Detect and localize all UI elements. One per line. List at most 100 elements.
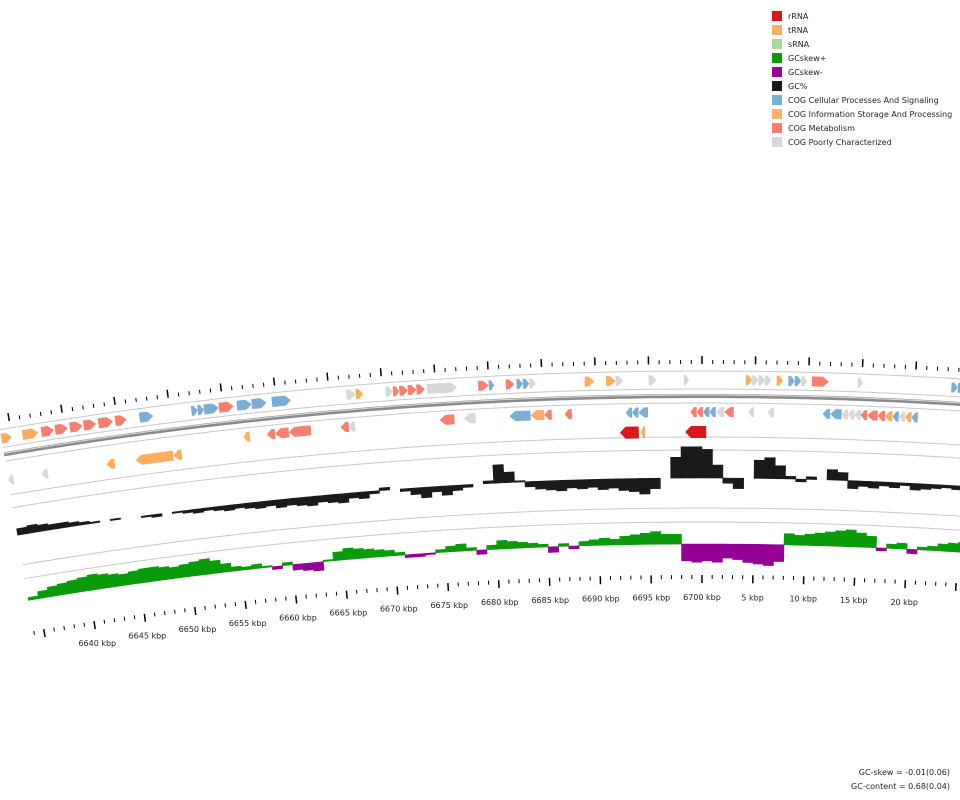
- track-guide-line: [10, 436, 960, 496]
- cds-forward-arrow: [54, 423, 68, 435]
- gc-skew-bar: [168, 566, 182, 580]
- legend-label: tRNA: [788, 25, 809, 35]
- cds-forward-arrow: [477, 380, 489, 391]
- gc-content-bar: [347, 492, 360, 499]
- gc-skew-bar: [742, 543, 754, 563]
- cds-reverse-arrow: [266, 428, 276, 440]
- legend-swatch: [772, 39, 782, 49]
- track-guide-lines: [0, 370, 960, 580]
- outer-tick: [92, 403, 95, 408]
- cds-forward-arrow: [203, 403, 219, 415]
- outer-tick: [113, 396, 116, 405]
- gc-skew-bar: [927, 545, 939, 552]
- cds-forward-arrow: [584, 376, 595, 387]
- backbone-line: [3, 394, 960, 457]
- axis-tick: [103, 619, 106, 624]
- gc-content-bar: [930, 484, 942, 490]
- legend-item-cog-poorly-characterized: COG Poorly Characterized: [772, 135, 952, 149]
- gc-skew-bar: [445, 545, 457, 553]
- axis-tick: [43, 629, 46, 638]
- gc-content-bar: [732, 477, 744, 489]
- gc-content-bar: [951, 485, 960, 491]
- cds-reverse-arrow: [544, 409, 552, 420]
- gc-skew-bar: [241, 565, 253, 571]
- gc-content-bar: [482, 480, 495, 485]
- gc-skew-bar: [292, 563, 304, 571]
- gc-skew-bar: [414, 553, 426, 558]
- cds-forward-arrow: [40, 426, 55, 437]
- gc-content-bar: [192, 507, 205, 514]
- legend-swatch: [772, 53, 782, 63]
- gc-content-bar: [909, 482, 921, 491]
- cds-reverse-arrow: [243, 431, 251, 442]
- cds-reverse-arrow: [275, 427, 290, 439]
- cds-reverse-arrow: [288, 425, 312, 437]
- gc-content-bar: [920, 483, 932, 490]
- gc-content-bar: [358, 491, 370, 500]
- cds-forward-arrow: [190, 405, 198, 416]
- axis-tick: [143, 613, 147, 622]
- gc-skew-bar: [188, 560, 202, 577]
- cds-reverse-arrow: [724, 407, 734, 418]
- gc-content-bar: [691, 446, 703, 479]
- cds-forward-arrow: [236, 399, 252, 411]
- gc-content-bar: [649, 477, 661, 490]
- outer-tick: [124, 399, 127, 404]
- track-guide-line: [0, 370, 960, 431]
- gc-content-bar: [451, 484, 464, 492]
- axis-tick: [33, 630, 35, 635]
- gc-skew-bar: [793, 534, 806, 546]
- gc-skew-bar: [568, 545, 580, 550]
- gc-skew-bar: [660, 534, 672, 545]
- outer-tick: [71, 406, 74, 412]
- gc-content-bar: [285, 497, 298, 506]
- gc-skew-bar: [220, 562, 232, 573]
- axis-tick-label: 5 kbp: [741, 593, 763, 602]
- axis-tick: [954, 582, 957, 592]
- gc-content-bar: [878, 481, 890, 487]
- cds-reverse-arrow: [41, 468, 49, 479]
- gc-skew-bar: [455, 543, 467, 552]
- gc-content-bar: [378, 486, 391, 491]
- gc-skew-bar: [363, 548, 375, 559]
- cds-forward-arrow: [399, 385, 408, 396]
- gc-content-bar: [576, 479, 588, 490]
- gc-skew-bar: [640, 532, 652, 545]
- gc-skew-bar: [198, 558, 212, 576]
- gc-skew-bar: [783, 533, 795, 546]
- cds-forward-arrow: [197, 404, 205, 416]
- position-axis: 6640 kbp 6645 kbp 6650 kbp 6655 kbp 6660 kbp…: [33, 575, 957, 648]
- gc-skew-bar: [947, 542, 959, 553]
- gc-content-bar: [514, 480, 526, 483]
- cds-forward-arrow: [752, 375, 759, 386]
- gc-skew-bar: [599, 537, 611, 546]
- cds-forward-arrow: [615, 375, 624, 386]
- gc-content-bar: [213, 505, 225, 512]
- cds-reverse-arrow: [822, 408, 831, 419]
- legend-swatch: [772, 137, 782, 147]
- gc-content-bar: [857, 480, 869, 487]
- gc-skew-bar: [251, 563, 263, 570]
- gc-skew-bar: [209, 559, 222, 575]
- gc-content-bar: [431, 485, 443, 493]
- axis-tick-label: 6670 kbp: [380, 605, 418, 614]
- legend-swatch: [772, 67, 782, 77]
- gc-skew-bar: [178, 563, 192, 578]
- cds-reverse-arrow: [509, 410, 531, 422]
- axis-tick-label: 6700 kbp: [683, 593, 721, 602]
- gc-content-bar: [566, 479, 578, 489]
- outer-tick: [50, 410, 53, 415]
- axis-tick-label: 6645 kbp: [129, 632, 167, 641]
- gc-content-bar: [26, 523, 39, 534]
- gc-content-bar: [868, 481, 880, 489]
- cds-forward-arrow: [21, 428, 39, 441]
- axis-tick: [123, 616, 126, 621]
- gc-content-bar: [264, 499, 277, 507]
- cds-forward-arrow: [857, 377, 864, 388]
- gc-skew-bar: [762, 544, 775, 566]
- gc-content-bar: [940, 484, 953, 489]
- gc-content-bar: [753, 459, 766, 479]
- cds-reverse-arrow: [696, 407, 704, 418]
- gc-skew-bar: [127, 570, 141, 585]
- axis-tick-label: 15 kbp: [840, 596, 868, 605]
